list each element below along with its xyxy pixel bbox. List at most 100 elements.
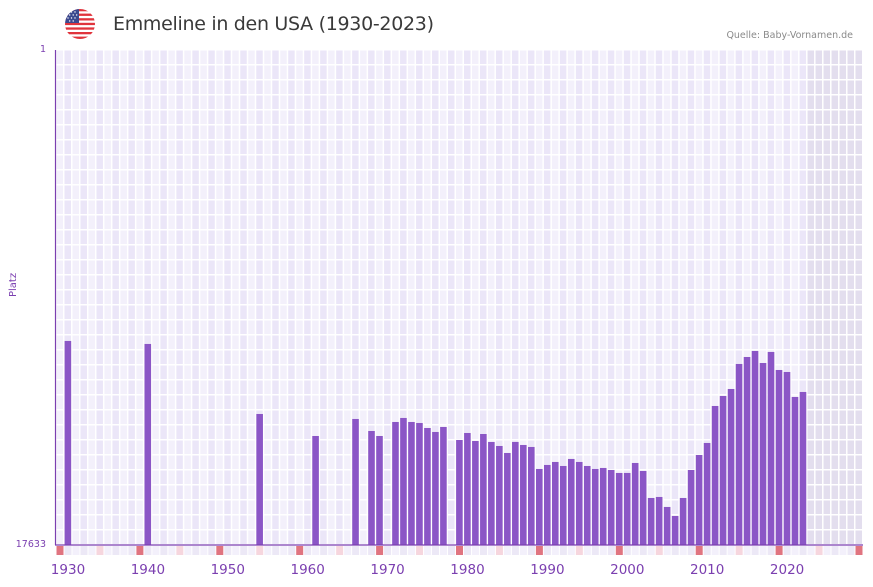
grid-cell [144, 245, 151, 259]
grid-cell [96, 230, 103, 244]
grid-cell [687, 260, 695, 274]
grid-cell [280, 110, 287, 124]
grid-cell [695, 320, 703, 334]
grid-cell [775, 200, 783, 214]
grid-cell [360, 470, 367, 484]
year-marker [703, 546, 711, 555]
grid-cell [352, 305, 359, 319]
grid-cell [703, 320, 711, 334]
grid-cell [248, 365, 255, 379]
grid-cell [144, 140, 151, 154]
grid-cell [687, 275, 695, 289]
grid-cell [743, 245, 751, 259]
grid-cell [96, 65, 103, 79]
grid [56, 50, 862, 544]
grid-cell [847, 140, 855, 154]
grid-cell [807, 50, 815, 64]
grid-cell [607, 260, 615, 274]
grid-cell [88, 380, 95, 394]
grid-cell [400, 260, 407, 274]
grid-cell [855, 200, 862, 214]
grid-cell [607, 155, 615, 169]
grid-cell [184, 350, 191, 364]
grid-cell [456, 365, 463, 379]
grid-cell [759, 200, 767, 214]
grid-cell [831, 380, 839, 394]
grid-cell [376, 320, 383, 334]
grid-cell [823, 500, 831, 514]
grid-cell [735, 50, 743, 64]
grid-cell [384, 395, 391, 409]
grid-cell [791, 245, 799, 259]
grid-cell [56, 485, 63, 499]
grid-cell [272, 185, 279, 199]
grid-cell [471, 335, 479, 349]
grid-cell [240, 290, 247, 304]
year-marker [120, 546, 128, 555]
grid-cell [799, 200, 807, 214]
grid-cell [440, 245, 447, 259]
grid-cell [567, 215, 575, 229]
grid-cell [336, 455, 343, 469]
grid-cell [432, 245, 439, 259]
grid-cell [192, 185, 199, 199]
grid-cell [80, 530, 87, 544]
grid-cell [519, 50, 527, 64]
grid-cell [296, 425, 303, 439]
grid-cell [695, 110, 703, 124]
grid-cell [775, 185, 783, 199]
grid-cell [519, 260, 527, 274]
grid-cell [120, 80, 127, 94]
grid-cell [424, 380, 431, 394]
year-marker [336, 546, 344, 555]
grid-cell [304, 290, 311, 304]
grid-cell [80, 395, 87, 409]
grid-cell [831, 455, 839, 469]
year-marker [272, 546, 280, 555]
grid-cell [487, 230, 495, 244]
grid-cell [152, 50, 159, 64]
grid-cell [743, 155, 751, 169]
grid-cell [759, 290, 767, 304]
grid-cell [783, 290, 791, 304]
grid-cell [607, 215, 615, 229]
grid-cell [687, 365, 695, 379]
grid-cell [623, 410, 631, 424]
grid-cell [200, 80, 207, 94]
grid-cell [376, 110, 383, 124]
grid-cell [456, 50, 463, 64]
grid-cell [527, 155, 535, 169]
grid-cell [767, 215, 775, 229]
grid-cell [64, 230, 71, 244]
bar-1974 [416, 422, 423, 545]
grid-cell [815, 290, 823, 304]
grid-cell [591, 425, 599, 439]
year-marker [136, 546, 144, 555]
grid-cell [88, 140, 95, 154]
grid-cell [615, 245, 623, 259]
grid-cell [104, 290, 111, 304]
grid-cell [208, 95, 215, 109]
grid-cell [296, 170, 303, 184]
grid-cell [751, 245, 759, 259]
grid-cell [559, 200, 567, 214]
grid-cell [647, 140, 655, 154]
grid-cell [296, 515, 303, 529]
grid-cell [168, 410, 175, 424]
grid-cell [791, 275, 799, 289]
grid-cell [416, 170, 423, 184]
grid-cell [535, 305, 543, 319]
grid-cell [703, 380, 711, 394]
grid-cell [695, 170, 703, 184]
grid-cell [639, 395, 647, 409]
grid-cell [320, 515, 327, 529]
grid-cell [304, 515, 311, 529]
grid-cell [72, 170, 79, 184]
grid-cell [727, 320, 735, 334]
grid-cell [200, 350, 207, 364]
grid-cell [232, 500, 239, 514]
grid-cell [639, 335, 647, 349]
grid-cell [503, 200, 511, 214]
grid-cell [511, 365, 519, 379]
grid-cell [679, 320, 687, 334]
